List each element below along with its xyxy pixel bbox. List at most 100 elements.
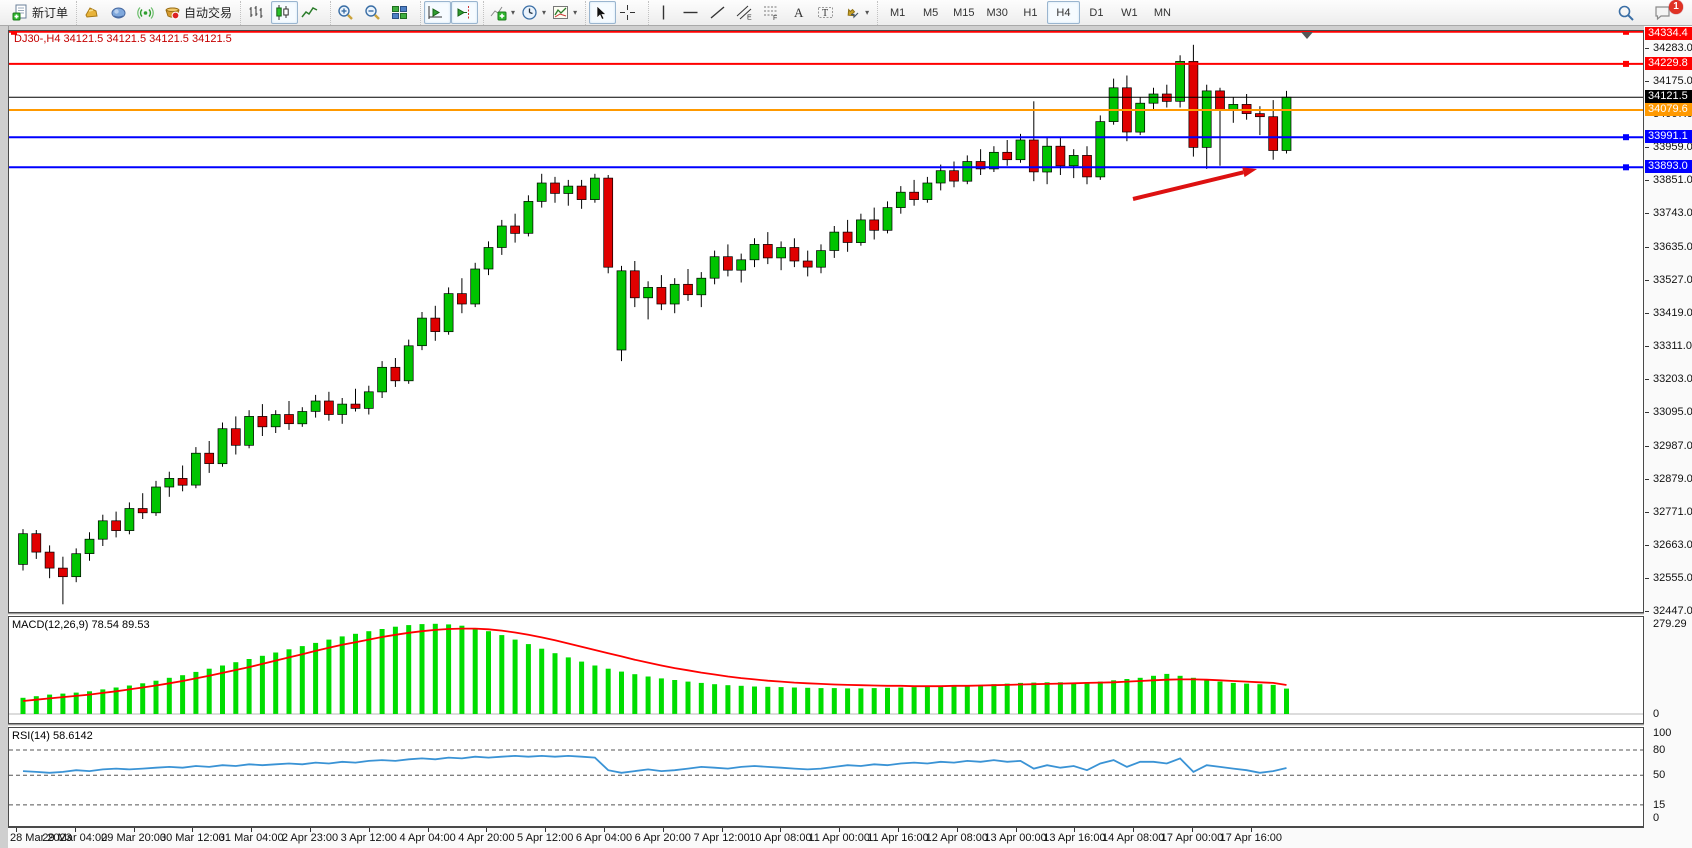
time-tick-mark: [545, 828, 546, 832]
candle-body: [1015, 139, 1026, 161]
line-chart-button[interactable]: [298, 1, 325, 24]
macd-bar: [632, 674, 638, 714]
tf-m15-button[interactable]: M15: [947, 1, 980, 24]
bar-chart-button[interactable]: [244, 1, 271, 24]
macd-bar: [1057, 682, 1063, 714]
chevron-down-icon[interactable]: ▾: [542, 8, 547, 17]
tf-m1-button[interactable]: M1: [881, 1, 914, 24]
line-handle[interactable]: [1623, 164, 1629, 171]
chart-shift-button[interactable]: [451, 1, 479, 24]
zoom-group: [330, 0, 418, 25]
zoom-in-button[interactable]: [334, 1, 361, 24]
candle-body: [749, 244, 760, 261]
chat-button[interactable]: 1: [1651, 0, 1683, 24]
new-order-icon: [12, 4, 29, 21]
tf-m5-label: M5: [922, 6, 939, 19]
candle-body: [284, 414, 294, 425]
autotrading-button[interactable]: 自动交易: [161, 1, 235, 24]
horizontal-line-button[interactable]: [679, 1, 706, 24]
time-label: 13 Apr 16:00: [1043, 832, 1106, 844]
main-chart-panel[interactable]: [8, 30, 1644, 613]
line-handle[interactable]: [11, 31, 17, 35]
auto-scroll-button[interactable]: [424, 1, 452, 24]
signal-button[interactable]: [134, 1, 161, 24]
text-label-button[interactable]: T: [814, 1, 841, 24]
time-label: 17 Apr 16:00: [1219, 832, 1282, 844]
tf-h1-label: H1: [1023, 6, 1038, 19]
equidistant-channel-button[interactable]: E: [733, 1, 760, 24]
price-tick-label: 33527.0: [1653, 274, 1692, 286]
panel-splitter[interactable]: [8, 613, 1644, 616]
price-tick-label: 33203.0: [1653, 373, 1692, 385]
arrow-annotation-head[interactable]: [1242, 167, 1257, 178]
macd-bar: [1190, 677, 1196, 714]
fibonacci-button[interactable]: F: [760, 1, 787, 24]
zoom-out-button[interactable]: [361, 1, 388, 24]
macd-bar: [339, 636, 345, 714]
cursor-button[interactable]: [589, 1, 617, 24]
tf-m5-button[interactable]: M5: [914, 1, 947, 24]
macd-bar: [166, 677, 172, 714]
time-tick-mark: [16, 828, 17, 832]
chevron-down-icon[interactable]: ▾: [573, 8, 578, 17]
macd-bar: [552, 653, 558, 714]
rsi-axis-label: 0: [1653, 812, 1660, 824]
templates-button[interactable]: ▾: [549, 1, 580, 24]
macd-bar: [233, 662, 239, 714]
tf-h4-label: H4: [1056, 6, 1071, 19]
tf-d1-label: D1: [1089, 6, 1104, 19]
cloud-button[interactable]: [107, 1, 134, 24]
crosshair-button[interactable]: [616, 1, 643, 24]
time-tick-mark: [1251, 828, 1252, 832]
macd-panel[interactable]: [8, 616, 1644, 724]
indicators-button[interactable]: ▾: [487, 1, 518, 24]
line-handle[interactable]: [1623, 31, 1629, 35]
line-handle[interactable]: [1623, 60, 1629, 67]
svg-text:E: E: [747, 15, 752, 22]
new-order-button[interactable]: 新订单: [9, 1, 71, 24]
tf-w1-button[interactable]: W1: [1113, 1, 1146, 24]
candle-body: [350, 403, 361, 409]
candle-body: [776, 247, 786, 259]
text-button[interactable]: A: [787, 1, 814, 24]
tf-h1-button[interactable]: H1: [1014, 1, 1047, 24]
chevron-down-icon[interactable]: ▾: [511, 8, 516, 17]
chart-shift-marker[interactable]: [1301, 32, 1313, 39]
candle-body: [496, 225, 507, 248]
crosshair-icon: [619, 4, 636, 21]
tf-h4-button[interactable]: H4: [1046, 1, 1080, 24]
macd-bar: [100, 689, 106, 714]
macd-bar: [419, 624, 425, 714]
trendline-button[interactable]: [706, 1, 733, 24]
candle-body: [1095, 121, 1106, 178]
candle-body: [1281, 96, 1292, 151]
arrow-annotation[interactable]: [1132, 170, 1244, 201]
time-label: 12 Apr 08:00: [925, 832, 988, 844]
rsi-panel[interactable]: [8, 727, 1644, 827]
tf-mn-label: MN: [1153, 6, 1171, 19]
vertical-line-button[interactable]: [652, 1, 679, 24]
tf-d1-button[interactable]: D1: [1080, 1, 1113, 24]
gold-button[interactable]: [80, 1, 107, 24]
arrows-button[interactable]: ▾: [841, 1, 872, 24]
candlestick-chart-button[interactable]: [271, 1, 299, 24]
panel-splitter[interactable]: [8, 724, 1644, 727]
price-tick-label: 33959.0: [1653, 141, 1692, 153]
candle-body: [44, 551, 55, 569]
periods-button[interactable]: ▾: [518, 1, 549, 24]
tile-windows-button[interactable]: [388, 1, 415, 24]
candle-body: [922, 182, 933, 200]
search-button[interactable]: [1614, 1, 1641, 24]
tf-m30-button[interactable]: M30: [981, 1, 1014, 24]
candle-body: [71, 553, 82, 578]
price-tick-mark: [1645, 213, 1649, 214]
macd-bar: [805, 687, 811, 714]
macd-bar: [1084, 682, 1090, 714]
time-tick-mark: [75, 828, 76, 832]
candle-body: [1002, 151, 1013, 161]
candle-body: [483, 247, 494, 270]
macd-bar: [220, 665, 225, 714]
chevron-down-icon[interactable]: ▾: [865, 8, 870, 17]
tf-mn-button[interactable]: MN: [1146, 1, 1179, 24]
line-handle[interactable]: [1623, 134, 1629, 141]
